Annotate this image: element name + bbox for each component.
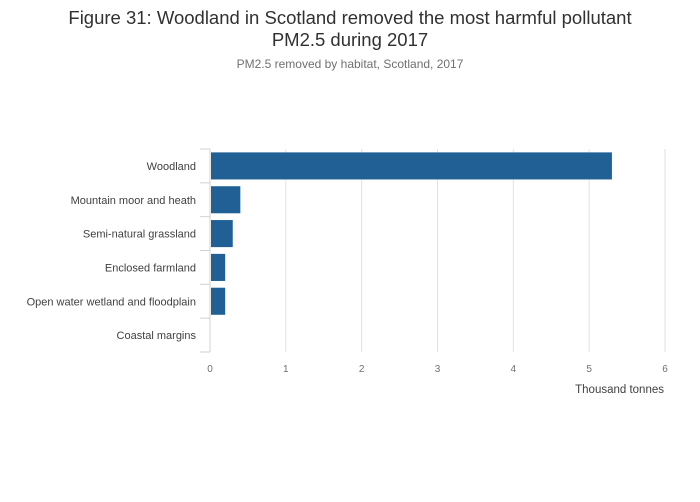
- x-axis-title: Thousand tonnes: [575, 384, 664, 396]
- x-tick-label: 0: [207, 364, 213, 375]
- x-tick-label: 3: [435, 364, 441, 375]
- chart-title-line-2: PM2.5 during 2017: [271, 29, 429, 50]
- x-tick-label: 5: [586, 364, 592, 375]
- category-label: Coastal margins: [117, 330, 197, 342]
- x-tick-label: 1: [283, 364, 289, 375]
- bar-semi-natural-grassland: [211, 220, 233, 248]
- category-label: Semi-natural grassland: [83, 229, 196, 241]
- chart-subtitle: PM2.5 removed by habitat, Scotland, 2017: [236, 57, 464, 71]
- category-label: Mountain moor and heath: [71, 195, 196, 207]
- x-tick-label: 6: [662, 364, 668, 375]
- x-tick-label: 2: [359, 364, 365, 375]
- chart-title: Figure 31: Woodland in Scotland removed …: [0, 7, 700, 51]
- category-label: Woodland: [147, 161, 196, 173]
- category-label: Open water wetland and floodplain: [27, 296, 196, 308]
- bar-mountain-moor-and-heath: [211, 186, 241, 214]
- category-labels: Woodland Mountain moor and heath Semi-natu…: [27, 161, 197, 342]
- category-label: Enclosed farmland: [105, 262, 196, 274]
- bar-woodland: [211, 152, 612, 180]
- bar-open-water-wetland-and-floodplain: [211, 287, 226, 315]
- y-axis: [200, 148, 211, 353]
- bars: [211, 152, 612, 315]
- chart-title-line-1: Figure 31: Woodland in Scotland removed …: [68, 7, 632, 28]
- gridlines: [285, 149, 666, 352]
- x-tick-label: 4: [511, 364, 517, 375]
- bar-enclosed-farmland: [211, 253, 226, 281]
- x-tick-labels: 0 1 2 3 4 5 6: [207, 364, 668, 375]
